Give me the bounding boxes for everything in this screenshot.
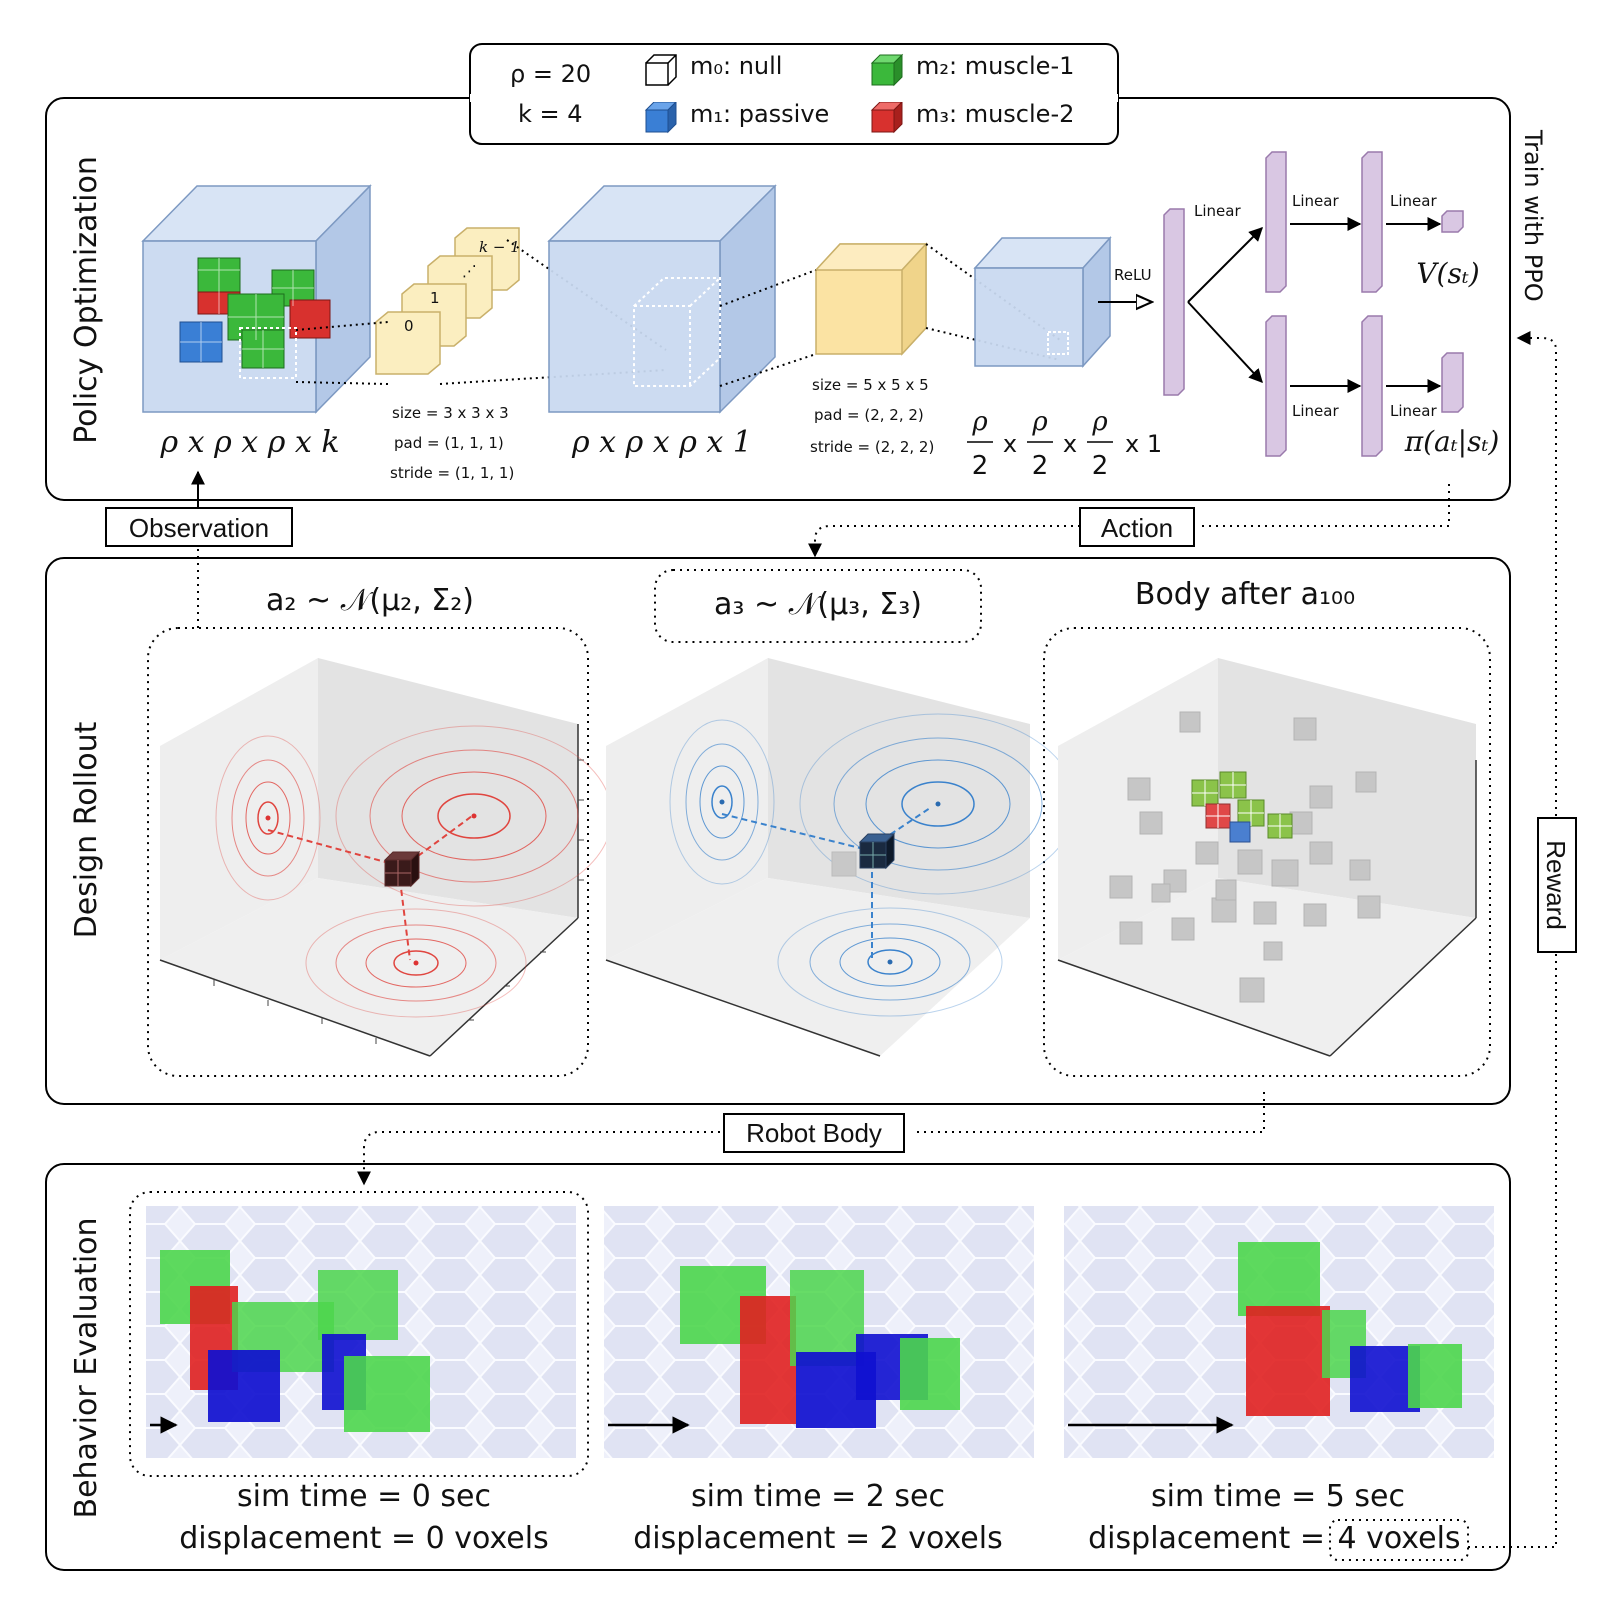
policy-optimization-panel: Policy Optimization ρ x ρ x ρ x k bbox=[45, 94, 1511, 501]
linear-layer-value-1 bbox=[1265, 151, 1287, 293]
flow-connectors bbox=[191, 331, 1557, 1548]
action-box: Action bbox=[1079, 507, 1195, 547]
policy-output-label: π(aₜ|sₜ) bbox=[1404, 425, 1500, 458]
gray-voxels bbox=[1109, 711, 1381, 1003]
linear-label-4: Linear bbox=[1292, 402, 1339, 420]
body-voxel-scatter bbox=[1057, 658, 1477, 1057]
mlp-layers bbox=[1163, 151, 1464, 457]
relu-label: ReLU bbox=[1114, 266, 1152, 284]
sim-frame-5 bbox=[1064, 1206, 1494, 1458]
frame5-displacement-prefix: displacement = bbox=[1088, 1521, 1325, 1556]
kernel-index-1: 1 bbox=[430, 289, 440, 307]
linear-label-2: Linear bbox=[1292, 192, 1339, 210]
frame0-time: sim time = 0 sec bbox=[237, 1479, 491, 1514]
plot2-title-frame bbox=[654, 569, 982, 643]
gaussian-plot-red bbox=[159, 658, 613, 1057]
frame2-time: sim time = 2 sec bbox=[691, 1479, 945, 1514]
observation-box: Observation bbox=[105, 507, 293, 547]
linear-layer-policy-2 bbox=[1361, 315, 1383, 457]
value-output-node bbox=[1441, 210, 1464, 233]
linear-label-5: Linear bbox=[1390, 402, 1437, 420]
gaussian-plot-blue bbox=[605, 658, 1077, 1057]
sim-frame-2 bbox=[604, 1206, 1034, 1458]
input-dimension-label: ρ x ρ x ρ x k bbox=[159, 425, 339, 460]
frac-num-2: ρ bbox=[1031, 407, 1048, 437]
conv2-stride: stride = (2, 2, 2) bbox=[810, 438, 934, 456]
previous-voxel bbox=[831, 851, 857, 877]
passive-voxel-icon bbox=[644, 100, 678, 134]
conv1-pad: pad = (1, 1, 1) bbox=[394, 434, 504, 452]
behavior-section-title: Behavior Evaluation bbox=[69, 1217, 104, 1518]
kernel-index-0: 0 bbox=[404, 317, 414, 335]
frac-num-1: ρ bbox=[971, 407, 988, 437]
plot3-title: Body after a₁₀₀ bbox=[1135, 577, 1355, 612]
kernel-index-k: k − 1 bbox=[479, 238, 520, 256]
feature-cube-2 bbox=[973, 236, 1112, 368]
frame5-time: sim time = 5 sec bbox=[1151, 1479, 1405, 1514]
frame2-displacement: displacement = 2 voxels bbox=[633, 1521, 1002, 1556]
muscle2-voxel-icon bbox=[870, 100, 904, 134]
robot-body-box: Robot Body bbox=[723, 1113, 905, 1153]
times-2: x bbox=[1063, 430, 1077, 458]
policy-section-title: Policy Optimization bbox=[69, 156, 104, 444]
robot-body-label: Robot Body bbox=[746, 1118, 882, 1148]
mlp-arrows bbox=[1187, 217, 1442, 393]
legend-k: k = 4 bbox=[518, 100, 583, 128]
muscle1-voxel-icon bbox=[870, 53, 904, 87]
train-ppo-label: Train with PPO bbox=[1519, 129, 1547, 302]
linear-label-3: Linear bbox=[1390, 192, 1437, 210]
legend-m2: m₂: muscle-1 bbox=[916, 52, 1074, 80]
linear-layer-policy-1 bbox=[1265, 315, 1287, 457]
plot1-frame bbox=[147, 627, 589, 1077]
legend-m1: m₁: passive bbox=[690, 100, 829, 128]
output-dim-tail: x 1 bbox=[1125, 430, 1162, 458]
legend-m3: m₃: muscle-2 bbox=[916, 100, 1074, 128]
output-dimension-label: ρ 2 x ρ 2 x ρ 2 x 1 bbox=[967, 407, 1162, 481]
conv2-pad: pad = (2, 2, 2) bbox=[814, 406, 924, 424]
plot2-title: a₃ ~ 𝒩(μ₃, Σ₃) bbox=[714, 587, 922, 622]
plot1-title: a₂ ~ 𝒩(μ₂, Σ₂) bbox=[266, 583, 474, 618]
times-1: x bbox=[1003, 430, 1017, 458]
displacement-highlight bbox=[1329, 1519, 1469, 1561]
reward-box: Reward bbox=[1537, 817, 1577, 953]
design-rollout-panel: Design Rollout a₂ ~ 𝒩(μ₂, Σ₂) a₃ ~ 𝒩(μ₃,… bbox=[45, 557, 1511, 1105]
conv1-kernel-stack: k − 1 1 0 ⋰ bbox=[375, 227, 520, 375]
kernel-ellipsis: ⋰ bbox=[462, 262, 477, 280]
frac-den-2: 2 bbox=[1032, 451, 1049, 481]
action-label: Action bbox=[1101, 513, 1173, 543]
frac-den-3: 2 bbox=[1092, 451, 1109, 481]
conv1-size: size = 3 x 3 x 3 bbox=[392, 404, 509, 422]
colored-voxels bbox=[1191, 771, 1293, 843]
conv1-stride: stride = (1, 1, 1) bbox=[390, 464, 514, 482]
conv2-kernel bbox=[814, 242, 928, 356]
legend-m0: m₀: null bbox=[690, 52, 782, 80]
sampled-voxel-red bbox=[383, 850, 421, 888]
mid-dimension-label: ρ x ρ x ρ x 1 bbox=[571, 425, 752, 460]
frac-den-1: 2 bbox=[972, 451, 989, 481]
observation-label: Observation bbox=[129, 513, 269, 543]
behavior-evaluation-panel: Behavior Evaluation sim time = 0 sec dis… bbox=[45, 1163, 1511, 1571]
policy-output-node bbox=[1441, 352, 1464, 413]
input-voxel-cube bbox=[141, 184, 372, 414]
null-voxel-icon bbox=[645, 54, 677, 86]
sim-frame-0 bbox=[146, 1206, 576, 1458]
feature-cube-1 bbox=[547, 184, 777, 414]
frame0-displacement: displacement = 0 voxels bbox=[179, 1521, 548, 1556]
linear-layer-value-2 bbox=[1361, 151, 1383, 293]
frac-num-3: ρ bbox=[1091, 407, 1108, 437]
linear-layer-shared bbox=[1163, 208, 1185, 396]
frame5-displacement-value: 4 voxels bbox=[1337, 1521, 1460, 1556]
rollout-section-title: Design Rollout bbox=[69, 721, 104, 938]
conv2-size: size = 5 x 5 x 5 bbox=[812, 376, 929, 394]
input-voxels bbox=[179, 257, 331, 379]
reward-label: Reward bbox=[1541, 840, 1571, 930]
linear-label-1: Linear bbox=[1194, 202, 1241, 220]
legend-rho: ρ = 20 bbox=[510, 60, 591, 88]
frame1-highlight bbox=[129, 1191, 589, 1477]
sampled-voxel-blue bbox=[858, 832, 896, 870]
value-output-label: V(sₜ) bbox=[1416, 257, 1479, 290]
